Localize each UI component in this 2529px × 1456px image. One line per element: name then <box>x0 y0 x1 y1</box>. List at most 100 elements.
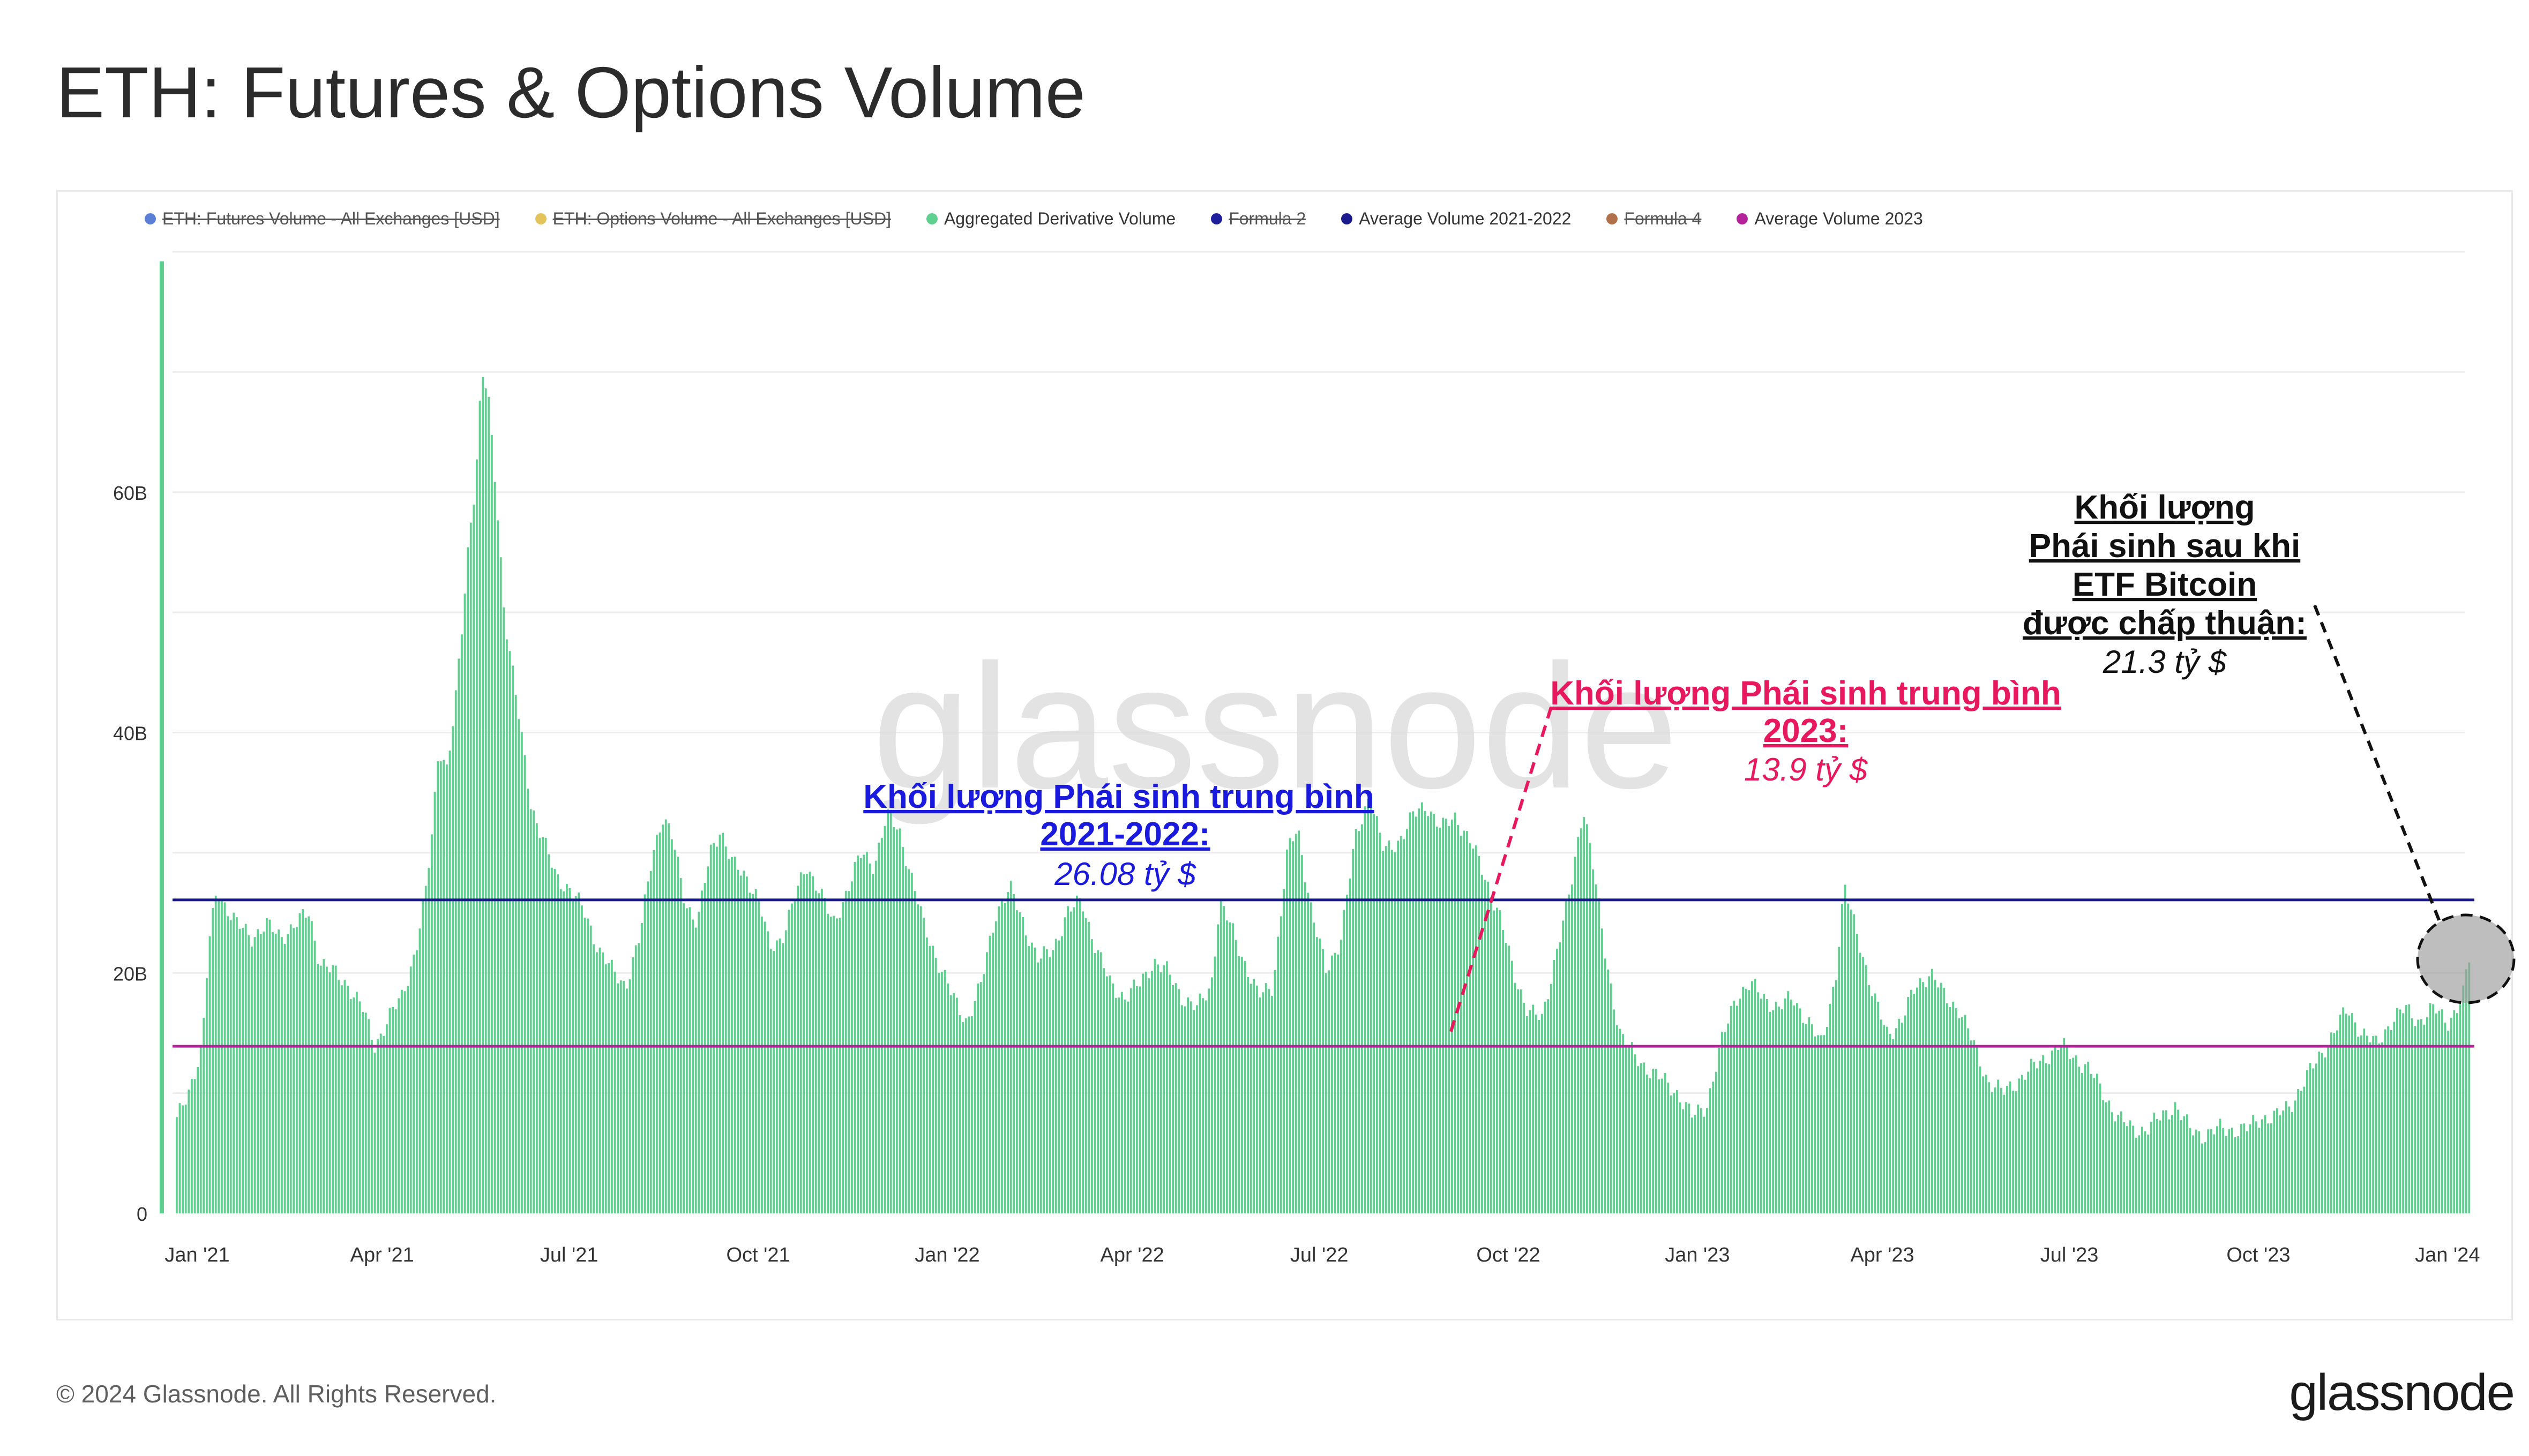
volume-bar <box>1262 992 1264 1213</box>
legend-item[interactable]: ETH: Options Volume - All Exchanges [USD… <box>535 209 891 229</box>
volume-bar <box>1022 917 1024 1213</box>
volume-bar <box>2099 1083 2101 1213</box>
volume-bar <box>1583 817 1585 1213</box>
volume-bar <box>238 928 241 1213</box>
volume-bar <box>1217 924 1219 1213</box>
legend-item[interactable]: Formula 2 <box>1211 209 1306 229</box>
volume-bar <box>859 858 862 1213</box>
volume-bar <box>418 928 421 1213</box>
volume-bar <box>583 918 586 1213</box>
annotation-post-etf-value: 21.3 tỷ $ <box>2102 644 2227 680</box>
volume-bar <box>2330 1032 2332 1213</box>
volume-bar <box>1829 1004 1831 1213</box>
volume-bar <box>824 898 826 1213</box>
volume-bar <box>1922 982 1924 1213</box>
volume-bar <box>1523 1002 1525 1213</box>
volume-bar <box>794 901 796 1213</box>
volume-bar <box>2354 1022 2356 1213</box>
volume-bar <box>446 764 448 1213</box>
volume-bar <box>1016 910 1018 1213</box>
volume-bar <box>392 1007 394 1213</box>
volume-bar <box>1088 921 1090 1213</box>
annotation-avg-2023-heading-2: 2023: <box>1763 712 1849 749</box>
volume-bar <box>332 965 334 1213</box>
volume-bar <box>1892 1039 1894 1213</box>
average-lines <box>173 898 2474 1048</box>
volume-bar <box>1189 1001 1192 1213</box>
volume-bar <box>1367 799 1369 1213</box>
volume-bar <box>1244 960 1246 1213</box>
volume-bar <box>2252 1115 2254 1213</box>
volume-bar <box>596 952 598 1213</box>
volume-bar <box>203 1018 205 1213</box>
volume-bar <box>1163 965 1165 1213</box>
volume-bar <box>749 892 751 1213</box>
volume-bar <box>2087 1062 2089 1213</box>
volume-bar <box>448 750 451 1213</box>
x-tick-label: Jan '21 <box>164 1244 229 1266</box>
volume-bar <box>2384 1029 2386 1213</box>
volume-bar <box>2396 1008 2398 1213</box>
volume-bar <box>467 547 469 1213</box>
volume-bar <box>1715 1071 1717 1213</box>
volume-bar <box>1304 882 1306 1213</box>
volume-bar <box>1103 968 1105 1213</box>
volume-bar <box>184 1105 187 1213</box>
volume-bar <box>2063 1038 2066 1213</box>
volume-bar <box>422 899 424 1213</box>
copyright-footer: © 2024 Glassnode. All Rights Reserved. <box>56 1380 497 1408</box>
legend-item[interactable]: ETH: Futures Volume - All Exchanges [USD… <box>145 209 500 229</box>
volume-bar <box>182 1105 184 1213</box>
volume-bar <box>2255 1121 2257 1213</box>
volume-bar <box>689 907 691 1213</box>
legend-item[interactable]: Average Volume 2021-2022 <box>1341 209 1571 229</box>
volume-bar <box>1898 1018 1901 1213</box>
volume-bar <box>2189 1128 2191 1213</box>
volume-bar <box>968 1016 970 1213</box>
volume-bar <box>2438 1010 2441 1213</box>
volume-bar <box>2012 1090 2014 1213</box>
volume-bar <box>1601 928 1603 1213</box>
volume-bar <box>1952 1001 1954 1213</box>
volume-bar <box>1781 1009 1783 1213</box>
legend-label: Formula 2 <box>1229 208 1306 228</box>
volume-bar <box>1472 849 1474 1213</box>
volume-bar <box>1274 970 1276 1213</box>
volume-bar <box>1817 1035 1819 1213</box>
volume-bar <box>992 933 994 1213</box>
volume-bar <box>628 979 631 1213</box>
volume-bar <box>623 981 625 1213</box>
volume-bar <box>791 903 793 1213</box>
volume-bar <box>2450 1017 2452 1213</box>
volume-bar <box>431 834 433 1213</box>
volume-bar <box>1580 828 1582 1213</box>
volume-bar <box>409 966 412 1213</box>
y-axis-labels: 0 20B 40B 60B <box>113 482 147 1225</box>
volume-bar <box>1406 829 1408 1213</box>
volume-bar <box>1394 852 1396 1213</box>
legend-item[interactable]: Average Volume 2023 <box>1737 209 1923 229</box>
annotation-avg-2021-2022-heading-1: Khối lượng Phái sinh trung bình <box>863 778 1374 815</box>
volume-bar <box>2021 1075 2023 1213</box>
volume-bar <box>1598 898 1600 1213</box>
volume-bar <box>1004 903 1006 1213</box>
volume-bar <box>343 980 346 1213</box>
x-tick-label: Oct '22 <box>1476 1244 1540 1266</box>
legend-item[interactable]: Aggregated Derivative Volume <box>926 209 1176 229</box>
volume-bar <box>1706 1108 1708 1213</box>
volume-bar <box>1913 994 1916 1213</box>
volume-bar <box>1385 846 1387 1213</box>
volume-bar <box>2132 1125 2134 1213</box>
legend-item[interactable]: Formula 4 <box>1606 209 1701 229</box>
volume-bar <box>2237 1136 2239 1213</box>
volume-bar <box>1436 827 1438 1213</box>
volume-bar <box>548 854 550 1213</box>
volume-bar <box>1355 829 1357 1213</box>
volume-bar <box>776 940 778 1213</box>
volume-bar <box>686 908 688 1213</box>
volume-bar <box>674 850 676 1213</box>
volume-bar <box>454 690 457 1213</box>
volume-bar <box>319 965 322 1213</box>
volume-bar <box>1760 999 1762 1213</box>
volume-bar <box>1208 988 1210 1213</box>
